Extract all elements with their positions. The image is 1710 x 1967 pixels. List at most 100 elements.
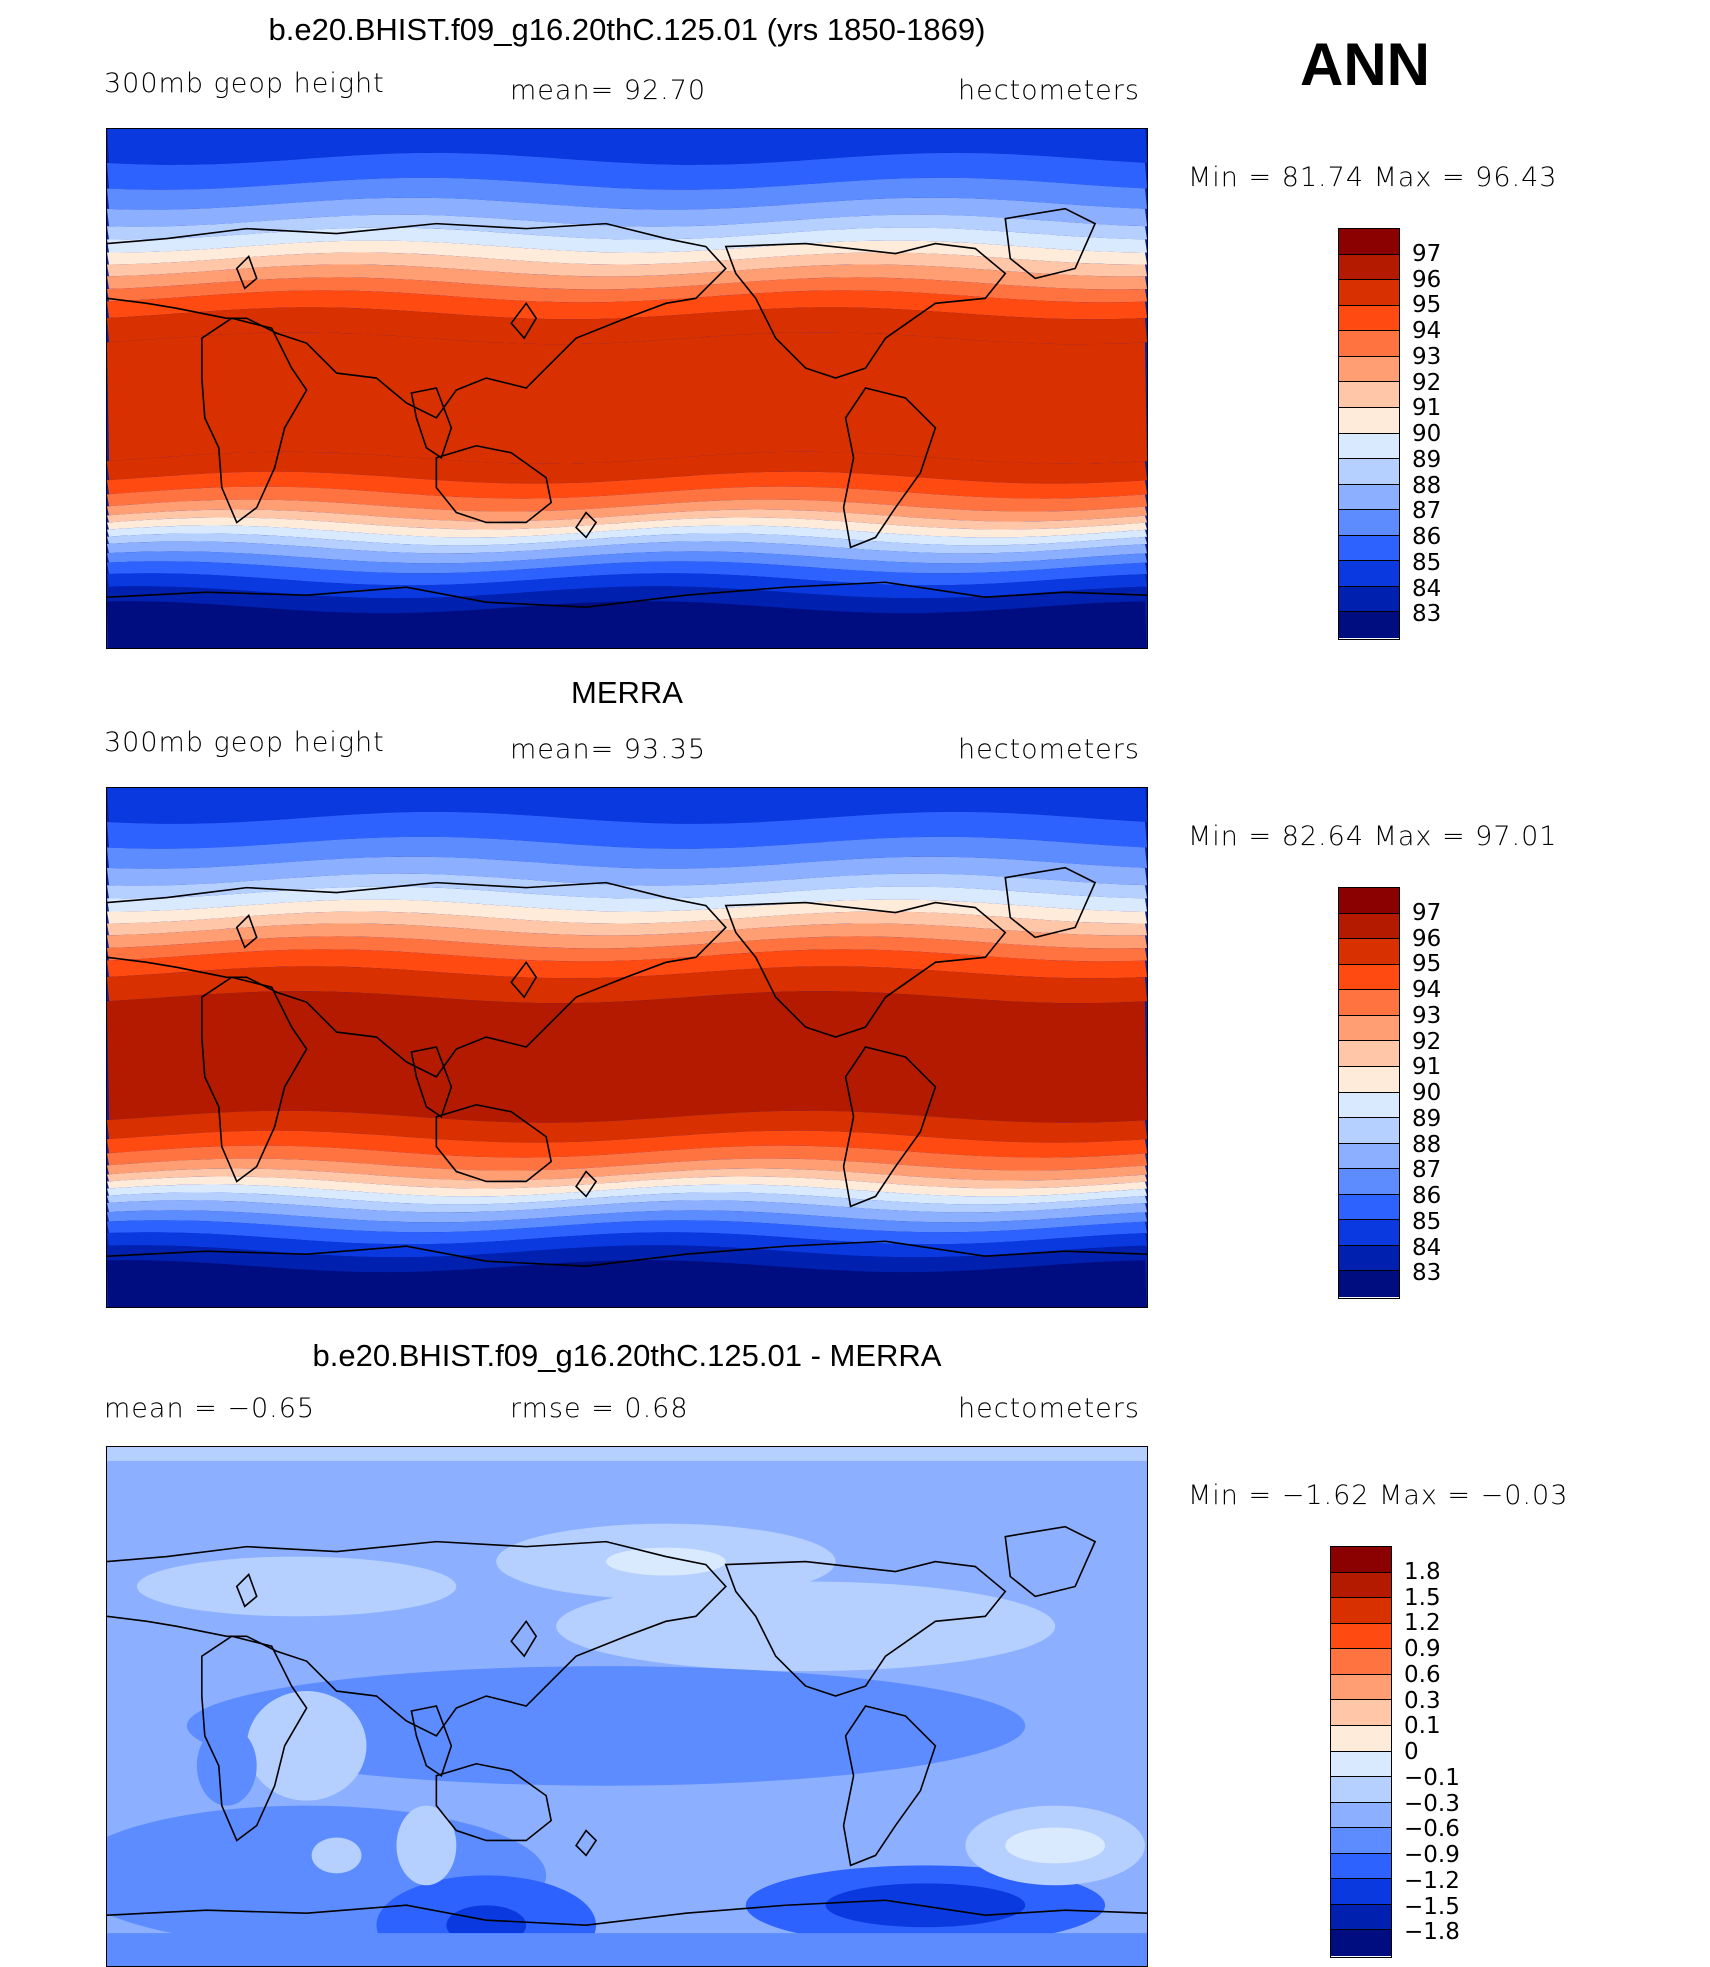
colorbar-swatch	[1339, 939, 1399, 965]
contour-band	[107, 1260, 1147, 1307]
contour-band	[107, 471, 1147, 499]
contour-band	[107, 1110, 1147, 1143]
contour-region	[246, 1691, 367, 1801]
colorbar-tick-label: 84	[1412, 1234, 1442, 1261]
contour-band	[107, 252, 1147, 277]
contour-band	[107, 936, 1147, 962]
contour-band	[107, 240, 1147, 265]
contour-band	[107, 1220, 1147, 1245]
colorbar-tick-label: 90	[1412, 421, 1442, 447]
contour-band	[107, 1245, 1147, 1273]
colorbar-tick-label: 83	[1412, 1260, 1442, 1287]
contour-band	[107, 1176, 1147, 1197]
colorbar-swatch	[1339, 1143, 1399, 1170]
coastlines	[107, 207, 1147, 608]
contour-band	[107, 991, 1147, 1123]
panel-1-map	[106, 128, 1148, 649]
colorbar-swatch	[1339, 229, 1399, 255]
colorbar-swatch	[1331, 1674, 1391, 1701]
colorbar-swatch	[1331, 1853, 1391, 1880]
contour-band	[107, 856, 1147, 886]
contour-region	[396, 1805, 457, 1886]
contour-band	[107, 1232, 1147, 1258]
colorbar-swatch	[1331, 1879, 1391, 1905]
contour-band	[107, 533, 1147, 554]
contour-band	[107, 307, 1147, 345]
contour-band	[107, 332, 1147, 464]
contour-band	[107, 152, 1147, 190]
contour-region	[196, 1725, 257, 1806]
colorbar-tick-label: 94	[1412, 318, 1442, 344]
colorbar-swatch	[1339, 561, 1399, 587]
contour-band	[107, 486, 1147, 512]
colorbar-tick-label: 93	[1412, 1002, 1442, 1029]
colorbar-tick-label: 96	[1412, 266, 1442, 293]
contour-band	[107, 551, 1147, 574]
colorbar-tick-label: 93	[1412, 343, 1442, 370]
colorbar-swatch	[1331, 1623, 1391, 1650]
colorbar-swatch	[1339, 433, 1399, 460]
contour-band	[107, 586, 1147, 614]
contour-band	[107, 1168, 1147, 1189]
colorbar-swatch	[1339, 888, 1399, 914]
colorbar-swatch	[1339, 382, 1399, 408]
colorbar-tick-label: −0.3	[1404, 1790, 1460, 1817]
panel-2-right-label: hectometers	[958, 734, 1140, 765]
colorbar-swatch	[1339, 964, 1399, 991]
panel-1-right-label: hectometers	[958, 75, 1140, 106]
colorbar-tick-label: −0.9	[1404, 1842, 1460, 1868]
panel-2-colorbar	[1338, 887, 1400, 1299]
colorbar-swatch	[1339, 254, 1399, 281]
colorbar-tick-label: 86	[1412, 524, 1442, 550]
contour-band	[107, 129, 1147, 165]
colorbar-tick-label: 92	[1412, 369, 1442, 396]
colorbar-tick-label: −1.2	[1404, 1867, 1460, 1894]
colorbar-tick-label: 85	[1412, 549, 1442, 576]
colorbar-tick-label: 83	[1412, 601, 1442, 628]
contour-band	[107, 541, 1147, 564]
contour-band	[107, 277, 1147, 303]
panel-2-left-label: 300mb geop height	[104, 727, 385, 758]
colorbar-swatch	[1339, 1194, 1399, 1221]
colorbar-swatch	[1339, 459, 1399, 485]
contour-band	[107, 264, 1147, 290]
contour-region	[825, 1883, 1026, 1928]
contour-band	[107, 886, 1147, 912]
contour-region	[556, 1581, 1056, 1672]
colorbar-swatch	[1331, 1700, 1391, 1726]
contour-band	[107, 177, 1147, 210]
colorbar-swatch	[1339, 1220, 1399, 1246]
contour-band	[107, 525, 1147, 546]
coastlines	[107, 1525, 1147, 1926]
panel-3-contour-field	[107, 1447, 1147, 1966]
colorbar-tick-label: 0.1	[1404, 1713, 1441, 1740]
colorbar-tick-label: 1.5	[1404, 1584, 1441, 1611]
colorbar-swatch	[1339, 1015, 1399, 1042]
colorbar-swatch	[1339, 1245, 1399, 1272]
colorbar-swatch	[1339, 535, 1399, 562]
contour-band	[107, 811, 1147, 849]
contour-band	[107, 197, 1147, 227]
colorbar-tick-label: 87	[1412, 1157, 1442, 1184]
colorbar-swatch	[1339, 356, 1399, 383]
contour-band	[107, 836, 1147, 869]
colorbar-tick-label: 1.8	[1404, 1558, 1441, 1585]
colorbar-swatch	[1331, 1598, 1391, 1624]
colorbar-tick-label: 91	[1412, 395, 1442, 422]
contour-band	[107, 227, 1147, 253]
colorbar-swatch	[1339, 305, 1399, 332]
colorbar-tick-label: 86	[1412, 1183, 1442, 1209]
panel-1-colorbar	[1338, 228, 1400, 640]
colorbar-tick-label: 0.9	[1404, 1636, 1441, 1662]
contour-band	[107, 499, 1147, 522]
contour-band	[107, 949, 1147, 979]
colorbar-tick-label: 91	[1412, 1054, 1442, 1081]
colorbar-swatch	[1339, 1271, 1399, 1297]
colorbar-swatch	[1331, 1649, 1391, 1675]
colorbar-tick-label: −1.5	[1404, 1893, 1460, 1920]
colorbar-swatch	[1339, 510, 1399, 536]
panel-1-minmax: Min = 81.74 Max = 96.43	[1188, 162, 1558, 193]
panel-1-title: b.e20.BHIST.f09_g16.20thC.125.01 (yrs 18…	[268, 12, 986, 47]
panel-2-map	[106, 787, 1148, 1308]
contour-band	[107, 1447, 1147, 1461]
